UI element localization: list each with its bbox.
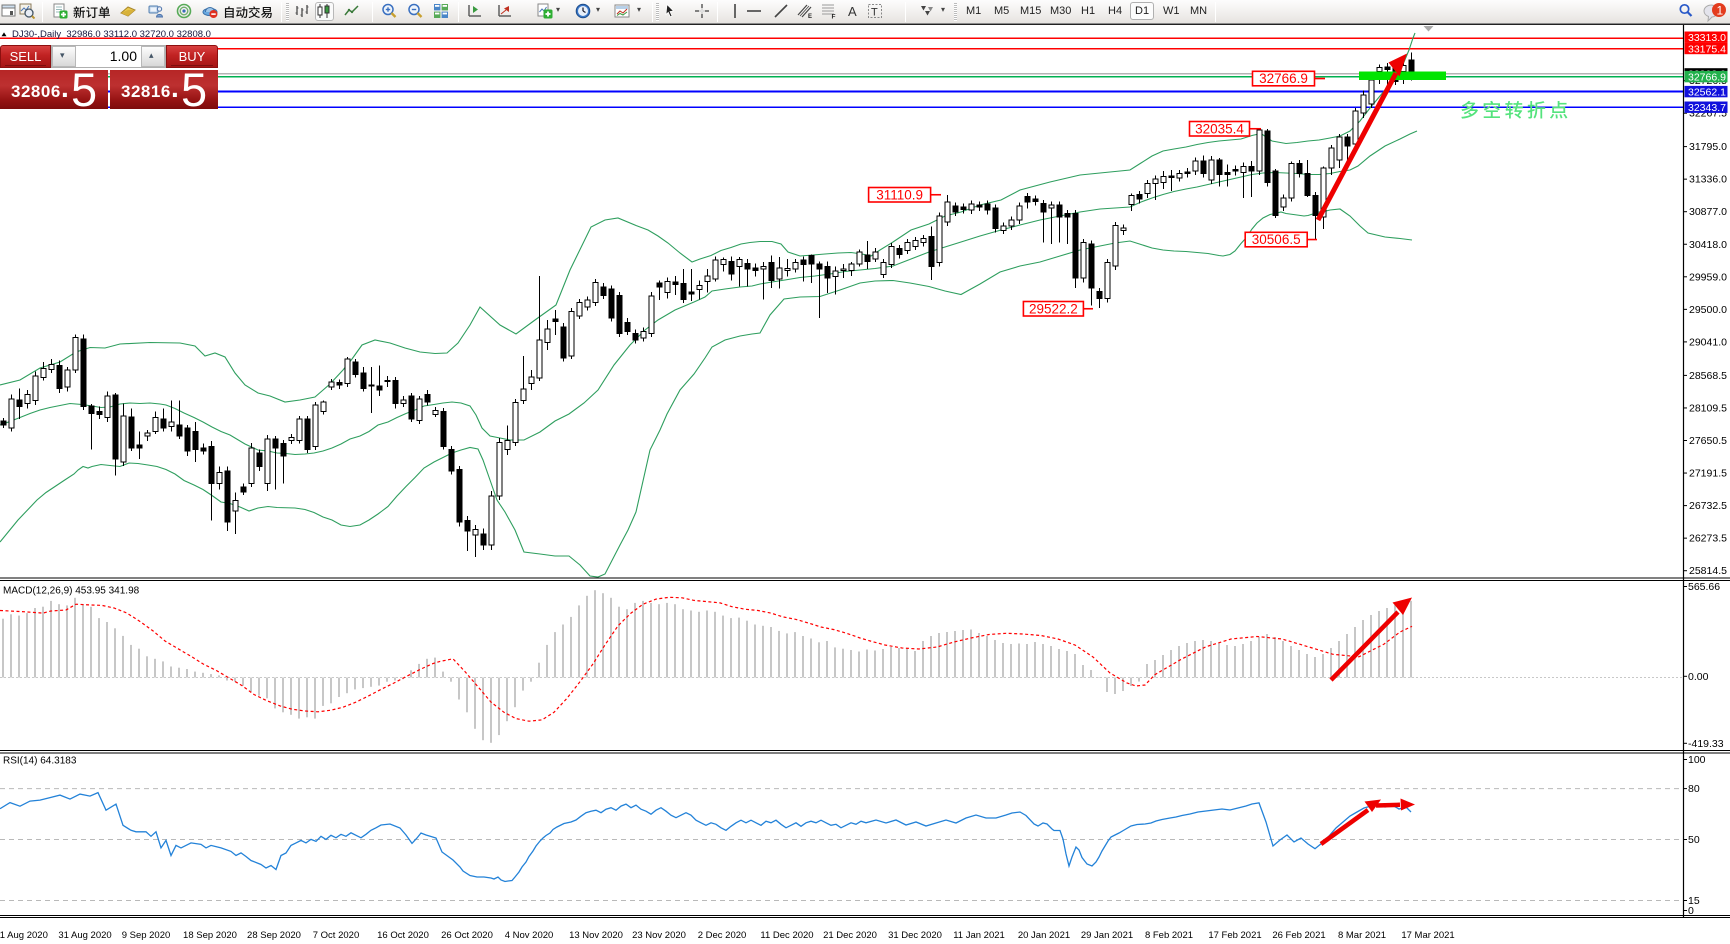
svg-text:16 Oct 2020: 16 Oct 2020 [377,930,429,941]
svg-text:4 Nov 2020: 4 Nov 2020 [505,930,554,941]
svg-text:25814.5: 25814.5 [1689,565,1727,577]
svg-text:29522.2: 29522.2 [1029,301,1078,316]
svg-text:DJ30-,Daily 32986.0 33112.0 3: DJ30-,Daily 32986.0 33112.0 32720.0 3280… [12,29,211,40]
svg-text:8 Feb 2021: 8 Feb 2021 [1145,930,1193,941]
svg-text:A: A [848,4,857,19]
svg-text:29959.0: 29959.0 [1689,271,1727,283]
svg-text:0.00: 0.00 [1688,671,1709,683]
svg-text:565.66: 565.66 [1688,581,1720,593]
svg-text:29 Jan 2021: 29 Jan 2021 [1081,930,1133,941]
svg-text:8 Mar 2021: 8 Mar 2021 [1338,930,1386,941]
svg-text:31795.0: 31795.0 [1689,141,1727,153]
svg-text:28109.5: 28109.5 [1689,402,1727,414]
svg-text:T: T [871,7,878,19]
svg-text:21 Dec 2020: 21 Dec 2020 [823,930,877,941]
svg-text:15: 15 [1688,895,1700,907]
svg-text:29041.0: 29041.0 [1689,336,1727,348]
svg-text:29500.0: 29500.0 [1689,304,1727,316]
svg-text:28568.5: 28568.5 [1689,370,1727,382]
svg-text:13 Nov 2020: 13 Nov 2020 [569,930,623,941]
svg-text:30418.0: 30418.0 [1689,239,1727,251]
svg-text:1: 1 [1717,4,1724,18]
svg-text:21 Aug 2020: 21 Aug 2020 [0,930,48,941]
svg-text:F: F [832,14,836,20]
svg-text:33175.4: 33175.4 [1688,43,1726,55]
svg-text:26273.5: 26273.5 [1689,533,1727,545]
svg-text:20 Jan 2021: 20 Jan 2021 [1018,930,1070,941]
svg-text:0: 0 [1688,905,1694,917]
svg-text:50: 50 [1688,834,1700,846]
svg-text:33313.0: 33313.0 [1688,32,1726,44]
svg-text:31 Aug 2020: 31 Aug 2020 [58,930,111,941]
svg-text:9 Sep 2020: 9 Sep 2020 [122,930,171,941]
svg-text:27650.5: 27650.5 [1689,435,1727,447]
svg-text:17 Feb 2021: 17 Feb 2021 [1208,930,1261,941]
svg-text:32562.1: 32562.1 [1688,86,1726,98]
svg-text:32766.9: 32766.9 [1688,71,1726,83]
svg-text:17 Mar 2021: 17 Mar 2021 [1401,930,1454,941]
svg-text:26732.5: 26732.5 [1689,500,1727,512]
svg-text:27191.5: 27191.5 [1689,468,1727,480]
svg-text:11 Dec 2020: 11 Dec 2020 [760,930,813,941]
svg-text:23 Nov 2020: 23 Nov 2020 [632,930,686,941]
svg-text:28 Sep 2020: 28 Sep 2020 [247,930,301,941]
svg-text:31336.0: 31336.0 [1689,174,1727,186]
svg-text:80: 80 [1688,783,1700,795]
svg-text:E: E [808,14,812,19]
svg-text:31 Dec 2020: 31 Dec 2020 [888,930,942,941]
svg-text:-419.33: -419.33 [1688,738,1724,750]
svg-text:MACD(12,26,9) 453.95 341.98: MACD(12,26,9) 453.95 341.98 [3,586,140,597]
svg-text:7 Oct 2020: 7 Oct 2020 [313,930,359,941]
svg-text:RSI(14) 64.3183: RSI(14) 64.3183 [3,756,77,767]
svg-text:32766.9: 32766.9 [1259,71,1308,86]
svg-text:2 Dec 2020: 2 Dec 2020 [698,930,747,941]
svg-text:30506.5: 30506.5 [1252,232,1301,247]
svg-text:32035.4: 32035.4 [1195,121,1244,136]
svg-text:11 Jan 2021: 11 Jan 2021 [953,930,1005,941]
svg-text:32343.7: 32343.7 [1688,102,1726,114]
svg-text:30877.0: 30877.0 [1689,206,1727,218]
svg-text:18 Sep 2020: 18 Sep 2020 [183,930,237,941]
svg-text:100: 100 [1688,754,1706,766]
svg-text:26 Feb 2021: 26 Feb 2021 [1272,930,1325,941]
svg-text:31110.9: 31110.9 [876,187,923,202]
svg-text:26 Oct 2020: 26 Oct 2020 [441,930,493,941]
